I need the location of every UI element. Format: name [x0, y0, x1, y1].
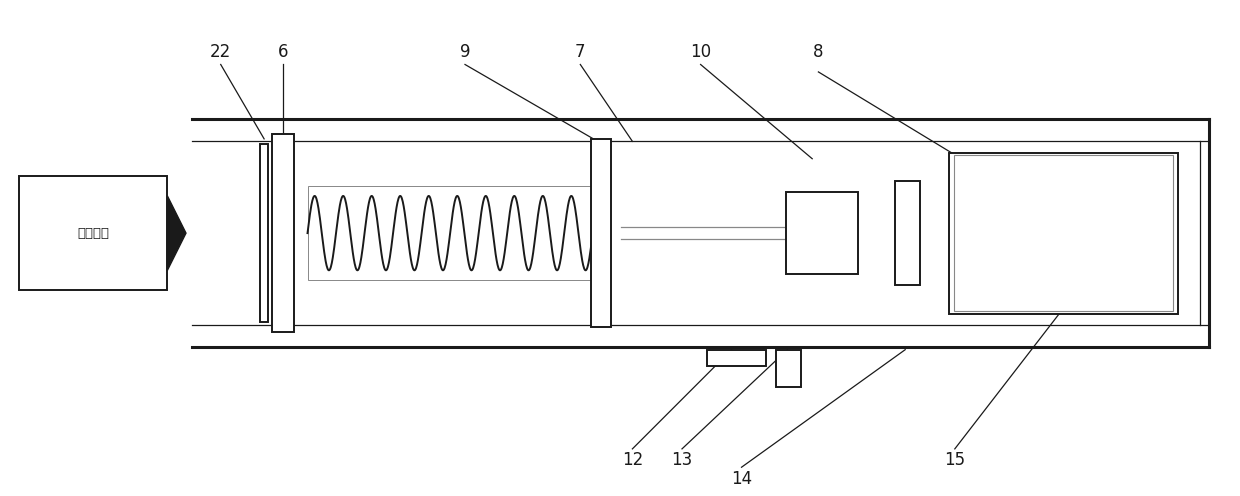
- Bar: [272, 134, 294, 332]
- Text: 7: 7: [575, 43, 585, 61]
- Text: 12: 12: [621, 451, 644, 469]
- Bar: [19, 176, 167, 290]
- Text: 10: 10: [689, 43, 712, 61]
- Bar: [786, 192, 858, 274]
- Bar: [308, 186, 593, 280]
- Text: 8: 8: [813, 43, 823, 61]
- Text: 15: 15: [944, 451, 966, 469]
- Text: 6: 6: [278, 43, 288, 61]
- Text: 14: 14: [730, 470, 753, 488]
- Bar: [274, 136, 290, 330]
- Bar: [949, 152, 1178, 313]
- Bar: [954, 156, 1173, 310]
- Bar: [776, 350, 801, 387]
- Text: 22: 22: [210, 43, 232, 61]
- Bar: [594, 141, 609, 325]
- Text: 13: 13: [671, 451, 693, 469]
- Text: 气流方向: 气流方向: [77, 227, 109, 240]
- Text: 9: 9: [460, 43, 470, 61]
- Polygon shape: [167, 196, 186, 270]
- Bar: [895, 181, 920, 285]
- Bar: [259, 144, 268, 322]
- Bar: [591, 139, 611, 327]
- Bar: [707, 350, 766, 366]
